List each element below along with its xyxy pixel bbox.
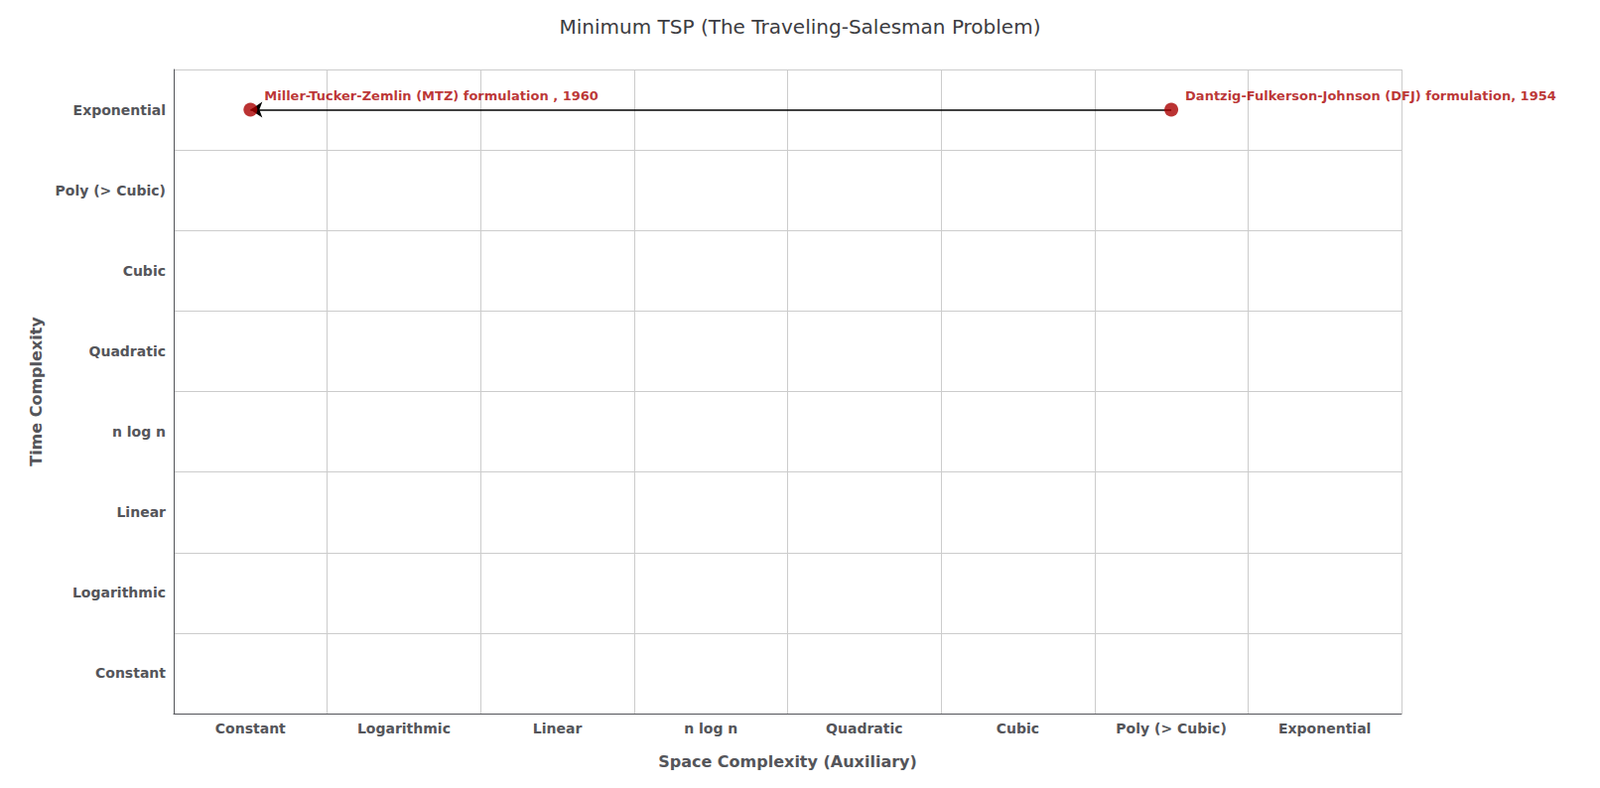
- svg-text:Space Complexity (Auxiliary): Space Complexity (Auxiliary): [658, 752, 918, 772]
- svg-text:Linear: Linear: [533, 720, 583, 737]
- svg-text:Cubic: Cubic: [996, 720, 1040, 737]
- svg-text:Miller-Tucker-Zemlin (MTZ) for: Miller-Tucker-Zemlin (MTZ) formulation ,…: [264, 88, 599, 104]
- svg-text:Cubic: Cubic: [123, 263, 166, 279]
- svg-text:Time Complexity: Time Complexity: [26, 316, 46, 467]
- svg-text:Exponential: Exponential: [1278, 720, 1371, 737]
- svg-text:Quadratic: Quadratic: [89, 343, 166, 360]
- svg-text:n log n: n log n: [112, 423, 166, 440]
- svg-text:Dantzig-Fulkerson-Johnson (DFJ: Dantzig-Fulkerson-Johnson (DFJ) formulat…: [1185, 88, 1557, 104]
- svg-text:Logarithmic: Logarithmic: [357, 720, 451, 737]
- svg-text:Minimum TSP (The Traveling-Sal: Minimum TSP (The Traveling-Salesman Prob…: [559, 14, 1042, 39]
- svg-text:Constant: Constant: [215, 720, 286, 737]
- svg-text:Exponential: Exponential: [73, 102, 166, 119]
- svg-text:Poly (> Cubic): Poly (> Cubic): [55, 182, 166, 199]
- svg-text:Logarithmic: Logarithmic: [72, 584, 166, 601]
- svg-text:n log n: n log n: [683, 720, 738, 737]
- svg-text:Poly (> Cubic): Poly (> Cubic): [1115, 720, 1226, 737]
- svg-text:Constant: Constant: [95, 665, 166, 681]
- svg-text:Linear: Linear: [116, 504, 166, 521]
- svg-text:Quadratic: Quadratic: [825, 720, 903, 737]
